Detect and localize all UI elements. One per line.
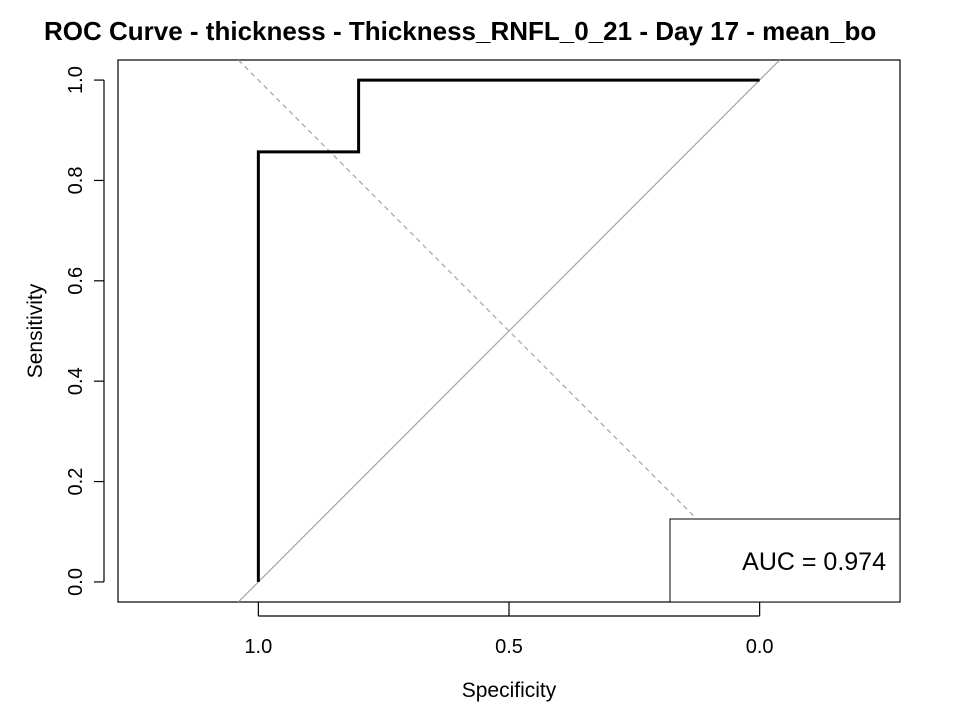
legend-box [669,518,901,603]
reference-line-diagonal [237,60,781,602]
x-tick-label: 1.0 [244,636,272,658]
legend: AUC = 0.974 [669,518,901,603]
reference-line-dashed [237,60,695,518]
y-tick-label: 0.0 [65,568,87,596]
x-tick-label: 0.0 [746,636,774,658]
y-tick-label: 0.2 [65,468,87,496]
chart-title: ROC Curve - thickness - Thickness_RNFL_0… [44,16,876,46]
x-axis-label: Specificity [462,679,557,702]
legend-auc-text: AUC = 0.974 [742,548,886,576]
y-tick-label: 1.0 [65,66,87,94]
y-tick-label: 0.6 [65,267,87,295]
y-axis-label: Sensitivity [24,283,47,378]
plot-lines [237,60,781,602]
roc-curve-line [256,78,760,582]
y-tick-label: 0.4 [65,367,87,395]
x-tick-label: 0.5 [495,636,523,658]
y-tick-label: 0.8 [65,167,87,195]
axes: 0.0 0.2 0.4 0.6 0.8 1.0 1.0 0.5 0.0 [65,66,774,658]
